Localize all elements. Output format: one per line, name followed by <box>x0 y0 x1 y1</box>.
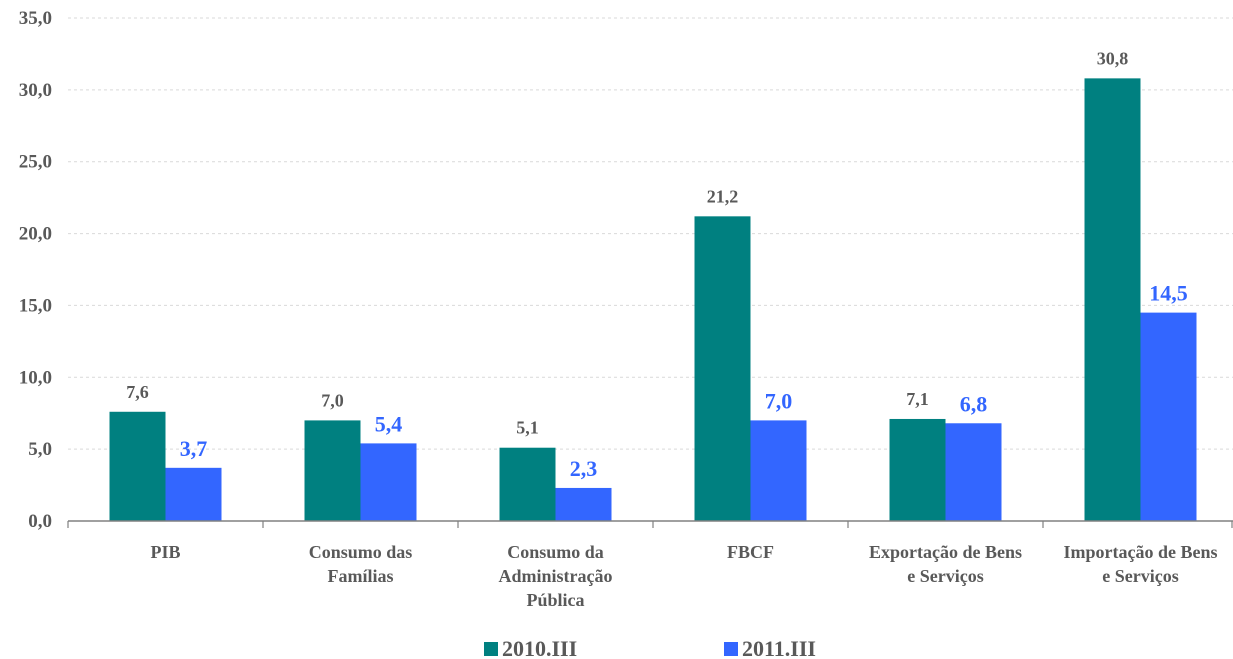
bar-series-a <box>889 418 946 521</box>
bars <box>109 78 1197 522</box>
y-tick-label: 5,0 <box>28 439 52 460</box>
category-label: PIB <box>150 542 180 562</box>
category-label: e Serviços <box>907 566 983 586</box>
bar-series-a <box>694 216 751 521</box>
bar-series-b <box>360 443 417 521</box>
bar-series-b <box>945 423 1002 521</box>
category-label: Consumo da <box>507 542 604 562</box>
data-label: 21,2 <box>707 186 739 206</box>
bar-series-a <box>499 447 556 521</box>
category-label: FBCF <box>727 542 774 562</box>
legend-swatch <box>724 642 738 656</box>
category-label: Consumo das <box>309 542 413 562</box>
data-label: 5,1 <box>516 418 539 438</box>
bar-series-b <box>750 420 807 521</box>
bar-series-a <box>1084 78 1141 522</box>
data-label: 3,7 <box>180 436 208 461</box>
y-tick-label: 30,0 <box>19 80 52 101</box>
x-axis: PIB Consumo das Famílias Consumo da Administ… <box>67 520 1233 610</box>
bar-series-b <box>555 487 612 521</box>
legend-label: 2010.III <box>502 636 577 659</box>
data-label: 7,0 <box>321 390 344 410</box>
category-label: Importação de Bens <box>1064 542 1218 562</box>
y-tick-label: 35,0 <box>19 8 52 29</box>
category-label: Famílias <box>328 566 394 586</box>
category-label: Exportação de Bens <box>869 542 1022 562</box>
bar-series-a <box>109 411 166 521</box>
data-label: 7,0 <box>765 388 793 413</box>
category-label: e Serviços <box>1102 566 1178 586</box>
data-label: 7,6 <box>126 382 149 402</box>
bar-series-b <box>165 467 222 521</box>
gridlines <box>68 17 1233 450</box>
legend-swatch <box>484 642 498 656</box>
data-label: 14,5 <box>1149 281 1188 306</box>
legend: 2010.III 2011.III <box>484 636 816 659</box>
data-labels: 7,6 3,7 7,0 5,4 5,1 2,3 21,2 7,0 7,1 6,8 30,8 14,5 <box>126 48 1188 481</box>
y-tick-label: 20,0 <box>19 224 52 245</box>
data-label: 2,3 <box>570 456 598 481</box>
y-tick-label: 15,0 <box>19 295 52 316</box>
category-label: Administração <box>499 566 613 586</box>
legend-label: 2011.III <box>742 636 816 659</box>
bar-series-a <box>304 420 361 521</box>
data-label: 30,8 <box>1097 48 1129 68</box>
y-axis: 0,0 5,0 10,0 15,0 20,0 25,0 30,0 35,0 <box>19 8 52 532</box>
data-label: 5,4 <box>375 411 403 436</box>
bar-series-b <box>1140 312 1197 521</box>
y-tick-label: 25,0 <box>19 152 52 173</box>
y-tick-label: 10,0 <box>19 367 52 388</box>
category-label: Pública <box>526 590 584 610</box>
y-tick-label: 0,0 <box>28 511 52 532</box>
data-label: 6,8 <box>960 391 988 416</box>
data-label: 7,1 <box>906 389 929 409</box>
